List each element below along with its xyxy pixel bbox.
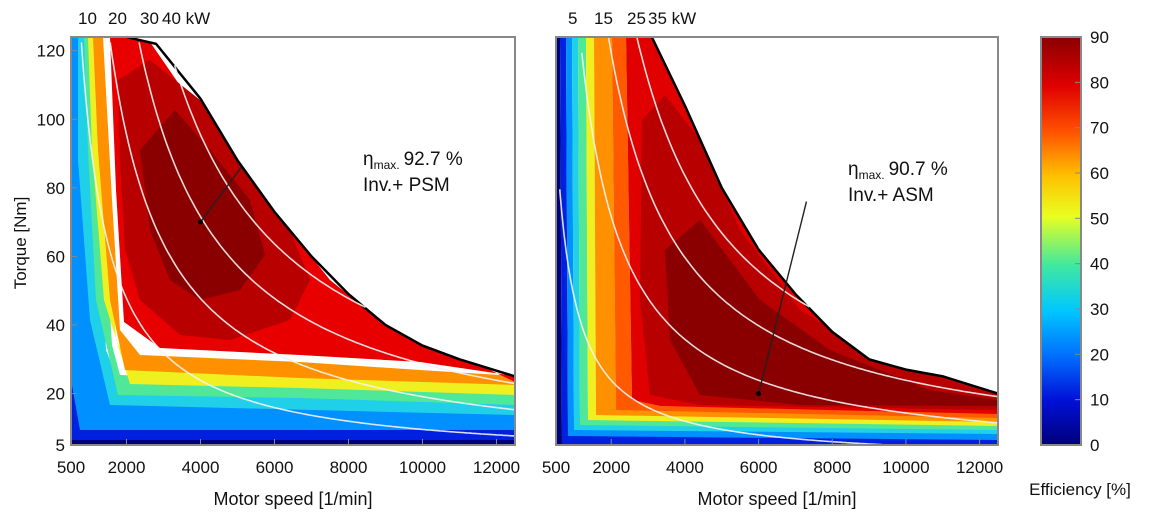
x-tick-label: 8000 bbox=[813, 458, 851, 477]
colorbar-tick-label: 30 bbox=[1090, 300, 1109, 319]
asm-annotation-label: Inv.+ ASM bbox=[848, 185, 934, 206]
colorbar-tick-label: 20 bbox=[1090, 345, 1109, 364]
x-tick-label: 6000 bbox=[740, 458, 778, 477]
asm-x-axis-label: Motor speed [1/min] bbox=[697, 489, 856, 509]
asm-x-axis-ticks: 500 2000 4000 6000 8000 10000 12000 bbox=[542, 439, 1003, 477]
asm-eta-symbol: η bbox=[848, 159, 859, 180]
asm-annotation-leader bbox=[757, 201, 808, 394]
efficiency-colorbar: 0 10 20 30 40 50 60 70 80 90 Efficiency [%] bbox=[1029, 28, 1131, 499]
psm-eta-symbol: η bbox=[363, 149, 374, 170]
power-line bbox=[607, 37, 998, 398]
x-tick-label: 12000 bbox=[956, 458, 1003, 477]
psm-plot-frame bbox=[70, 36, 516, 446]
power-label: 10 bbox=[78, 9, 97, 28]
psm-efficiency-map-panel: 500 2000 4000 6000 8000 10000 12000 5 20 40 60 80 1… bbox=[11, 9, 520, 509]
colorbar-label: Efficiency [%] bbox=[1029, 480, 1131, 499]
psm-region-orange bbox=[93, 37, 515, 385]
psm-eta-subscript: max. bbox=[374, 158, 400, 172]
colorbar-tick-label: 40 bbox=[1090, 255, 1109, 274]
power-label: 40 kW bbox=[162, 9, 210, 28]
colorbar-tick-label: 50 bbox=[1090, 209, 1109, 228]
power-line bbox=[173, 65, 366, 309]
x-tick-label: 10000 bbox=[399, 458, 446, 477]
asm-plot-frame bbox=[555, 36, 999, 446]
power-label: 20 bbox=[108, 9, 127, 28]
asm-efficiency-map-panel: 500 2000 4000 6000 8000 10000 12000 5 15 25 35 kW… bbox=[542, 9, 1003, 509]
x-tick-label: 2000 bbox=[592, 458, 630, 477]
psm-above-max-torque-mask bbox=[126, 37, 515, 377]
y-tick-label: 60 bbox=[46, 247, 65, 266]
x-tick-label: 12000 bbox=[473, 458, 520, 477]
x-tick-label: 10000 bbox=[882, 458, 929, 477]
asm-annotation-eta: ηmax. 90.7 % bbox=[848, 159, 948, 182]
asm-power-lines bbox=[558, 37, 998, 445]
psm-max-torque-curve bbox=[126, 35, 516, 378]
psm-y-axis-label: Torque [Nm] bbox=[11, 197, 30, 290]
power-label: 30 bbox=[140, 9, 159, 28]
y-tick-label: 120 bbox=[37, 42, 65, 61]
power-line bbox=[138, 42, 515, 385]
colorbar-ticks: 0 10 20 30 40 50 60 70 80 90 bbox=[1075, 28, 1109, 455]
asm-above-max-torque-mask bbox=[651, 37, 998, 394]
y-tick-label: 20 bbox=[46, 385, 65, 404]
colorbar-tick-label: 10 bbox=[1090, 391, 1109, 410]
power-label: 25 bbox=[627, 9, 646, 28]
y-tick-label: 40 bbox=[46, 316, 65, 335]
psm-annotation-leader bbox=[199, 166, 242, 223]
power-line bbox=[558, 189, 890, 445]
x-tick-label: 500 bbox=[542, 458, 570, 477]
power-line bbox=[80, 42, 515, 437]
power-label: 5 bbox=[568, 9, 577, 28]
asm-power-labels: 5 15 25 35 kW bbox=[568, 9, 696, 28]
psm-x-axis-ticks: 500 2000 4000 6000 8000 10000 12000 bbox=[57, 439, 520, 477]
x-tick-label: 8000 bbox=[330, 458, 368, 477]
colorbar-tick-label: 90 bbox=[1090, 28, 1109, 47]
asm-eta-subscript: max. bbox=[859, 168, 885, 182]
psm-y-axis-ticks: 5 20 40 60 80 100 120 bbox=[37, 42, 77, 455]
asm-peak-point bbox=[756, 391, 762, 397]
y-tick-label: 100 bbox=[37, 110, 65, 129]
power-line bbox=[636, 37, 810, 308]
psm-annotation-label: Inv.+ PSM bbox=[363, 175, 450, 196]
psm-peak-point bbox=[198, 219, 203, 225]
colorbar-tick-label: 0 bbox=[1090, 436, 1099, 455]
colorbar-tick-label: 70 bbox=[1090, 119, 1109, 138]
colorbar-tick-label: 60 bbox=[1090, 164, 1109, 183]
asm-eta-value: 90.7 % bbox=[889, 159, 948, 180]
power-label: 15 bbox=[594, 9, 613, 28]
y-tick-label: 80 bbox=[46, 179, 65, 198]
psm-power-labels: 10 20 30 40 kW bbox=[78, 9, 210, 28]
colorbar-tick-label: 80 bbox=[1090, 73, 1109, 92]
psm-x-axis-label: Motor speed [1/min] bbox=[213, 489, 372, 509]
psm-eta-value: 92.7 % bbox=[404, 149, 463, 170]
x-tick-label: 4000 bbox=[666, 458, 704, 477]
colorbar-bar bbox=[1040, 36, 1082, 446]
power-line bbox=[581, 52, 998, 424]
psm-power-lines bbox=[80, 42, 515, 437]
power-label: 35 kW bbox=[648, 9, 696, 28]
power-line bbox=[109, 42, 515, 411]
x-tick-label: 6000 bbox=[256, 458, 294, 477]
y-tick-label: 5 bbox=[56, 436, 65, 455]
asm-max-torque-curve bbox=[650, 36, 999, 395]
x-tick-label: 2000 bbox=[108, 458, 146, 477]
x-tick-label: 4000 bbox=[182, 458, 220, 477]
psm-annotation-eta: ηmax. 92.7 % bbox=[363, 149, 463, 172]
x-tick-label: 500 bbox=[57, 458, 85, 477]
asm-region-maxred bbox=[665, 220, 998, 406]
